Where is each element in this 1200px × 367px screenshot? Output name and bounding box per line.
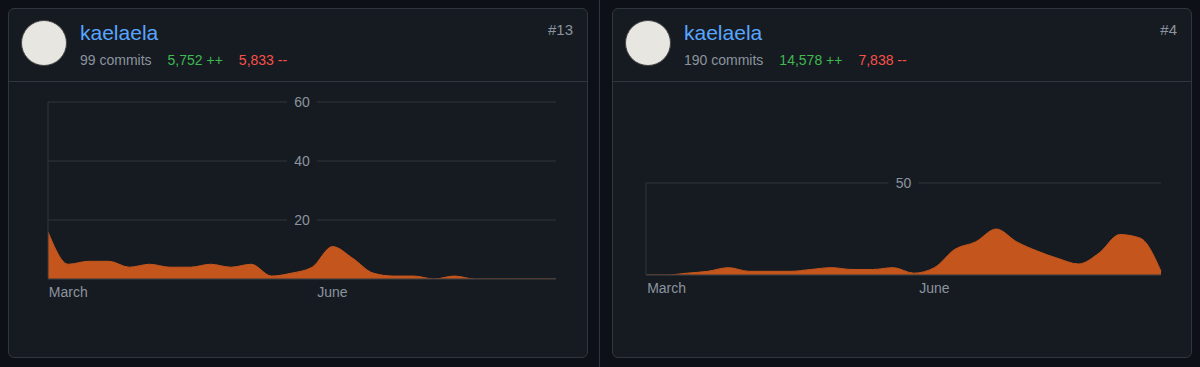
- svg-text:50: 50: [896, 175, 912, 191]
- html-text:190 commits: 190 commits: [684, 52, 764, 68]
- svg-text:June: June: [919, 280, 950, 296]
- html-text:5,752 ++: 5,752 ++: [167, 52, 223, 68]
- svg-text:60: 60: [294, 94, 310, 110]
- svg-text:March: March: [49, 284, 88, 300]
- html-text:kaelaela: kaelaela: [80, 21, 159, 44]
- svg-text:40: 40: [294, 153, 310, 169]
- html-text:#4: #4: [1160, 21, 1177, 38]
- html-text:#13: #13: [548, 21, 573, 38]
- svg-text:March: March: [647, 280, 686, 296]
- html-text:99 commits: 99 commits: [80, 52, 152, 68]
- svg-text:20: 20: [294, 212, 310, 228]
- svg-text:June: June: [317, 284, 348, 300]
- html-text:14,578 ++: 14,578 ++: [779, 52, 843, 68]
- html-text:5,833 --: 5,833 --: [238, 52, 288, 68]
- html-text:7,838 --: 7,838 --: [858, 52, 907, 68]
- html-text:kaelaela: kaelaela: [684, 21, 763, 44]
